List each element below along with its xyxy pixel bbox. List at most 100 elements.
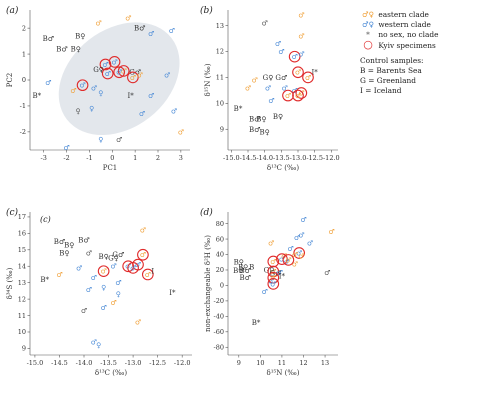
data-point: ♂ [324,269,330,277]
data-point: ♂ [140,251,146,259]
data-point: B♀ [99,253,109,261]
x-tick-label: -12.0 [174,359,191,367]
data-point: B♀ [273,113,283,121]
y-tick-label: 10 [18,328,26,336]
data-point: B♀ [75,32,85,40]
data-point: B♂ [134,25,145,33]
data-point: ♂ [91,338,97,346]
y-tick-label: -80 [214,343,224,351]
data-point: ♂ [252,77,258,85]
data-point: G♀ [263,74,274,82]
y-tick-label: 20 [216,266,224,274]
data-point: ♂ [148,92,154,100]
kyiv-circle [127,262,139,274]
data-point: ♂ [56,271,62,279]
data-point: B♂ [240,274,251,282]
y-tick-label: -1 [20,102,26,110]
data-point: B♀ [71,45,81,53]
kyiv-circle [282,89,294,102]
data-point: G♀ [93,66,104,74]
data-point: ♂ [70,87,76,95]
x-axis-label: δ¹⁵N (‰) [266,369,299,377]
legend-control-iceland: I = Iceland [360,86,402,95]
data-point: ♂ [270,280,276,288]
data-point: ♂ [111,58,117,66]
kyiv-circle [288,50,301,63]
x-tick-label: -3 [41,154,47,162]
x-tick-label: -14.0 [256,154,273,162]
data-point: ♂ [283,259,289,267]
data-point: I [151,268,154,276]
kyiv-circle [76,79,89,92]
x-tick-label: 1 [133,154,137,162]
panel-label: (d) [200,207,213,218]
data-point: B♀ [234,259,244,267]
data-point: G♂ [275,74,287,82]
data-point: I* [127,92,134,100]
data-point: ♂ [164,71,170,79]
x-tick-label: -13.0 [290,154,307,162]
data-point: ♂ [137,71,143,79]
x-tick-label: -13.5 [100,359,117,367]
data-point: ♂ [135,319,141,327]
data-point: ♂ [125,14,131,22]
x-tick-label: -12.5 [149,359,166,367]
data-point: I* [312,69,319,77]
kyiv-circle [97,265,110,278]
data-point: ♂ [307,239,313,247]
data-point: ♂ [294,234,300,242]
data-point: ♂ [139,110,145,118]
data-point: B♂ [43,35,54,43]
data-point: I* [169,289,176,297]
y-axis-label: non-exchangeable δ²H (‰) [204,235,212,332]
data-point: B* [33,92,42,100]
legend-kyiv-symbol: ○ [363,38,373,51]
data-point: G♂ [112,251,124,259]
legend-none: * no sex, no clade [360,30,498,40]
x-tick-label: 10 [256,359,264,367]
legend-control-title: Control samples: [360,56,424,65]
y-tick-label: 13 [216,22,224,30]
data-point: ♂ [178,128,184,136]
legend-none-symbol: * [366,30,370,39]
data-point: ♂ [295,92,301,100]
data-point: B♂ [78,236,89,244]
legend-none-label: no sex, no clade [378,30,439,39]
kyiv-circle [267,278,280,290]
x-tick-label: 9 [237,359,241,367]
x-tick-label: -12.0 [323,154,340,162]
y-axis-label: PC2 [6,73,14,88]
data-point: ♂ [328,228,334,236]
y-axis-label: δ³⁴S (‰) [6,267,14,299]
data-point: ♂ [298,89,304,97]
x-tick-label: -12.5 [306,154,323,162]
data-point: ♂ [86,250,92,258]
x-tick-label: -13.5 [273,154,290,162]
data-point: ♂ [265,84,271,92]
y-tick-label: 12 [18,295,26,303]
y-tick-label: 40 [216,251,224,259]
data-point: ♂ [100,268,106,276]
kyiv-circle [127,71,139,84]
legend-kyiv: ○ Kyiv specimens [360,38,498,51]
data-point: G♀ [264,266,275,274]
y-tick-label: 14 [18,262,26,270]
data-point: ♂ [100,304,106,312]
data-point: ♂ [45,79,51,87]
data-point: B♂ [240,267,251,275]
data-point: B♀ [238,263,248,271]
x-tick-label: 12 [299,359,307,367]
y-tick-label: 16 [18,230,26,238]
data-point: ♂ [270,258,276,266]
y-tick-label: 10 [216,100,224,108]
legend: ♂♀ eastern clade ♂♀ western clade * no s… [360,10,498,96]
data-point: B* [234,105,243,113]
data-point: ♂ [140,227,146,235]
data-point: ♂ [298,253,304,261]
kyiv-circle [302,71,314,84]
kyiv-circle [292,66,304,79]
legend-kyiv-label: Kyiv specimens [378,41,436,50]
data-point: ♂ [148,30,154,38]
data-point: ♂ [121,67,127,75]
data-point: ♂ [79,82,85,90]
